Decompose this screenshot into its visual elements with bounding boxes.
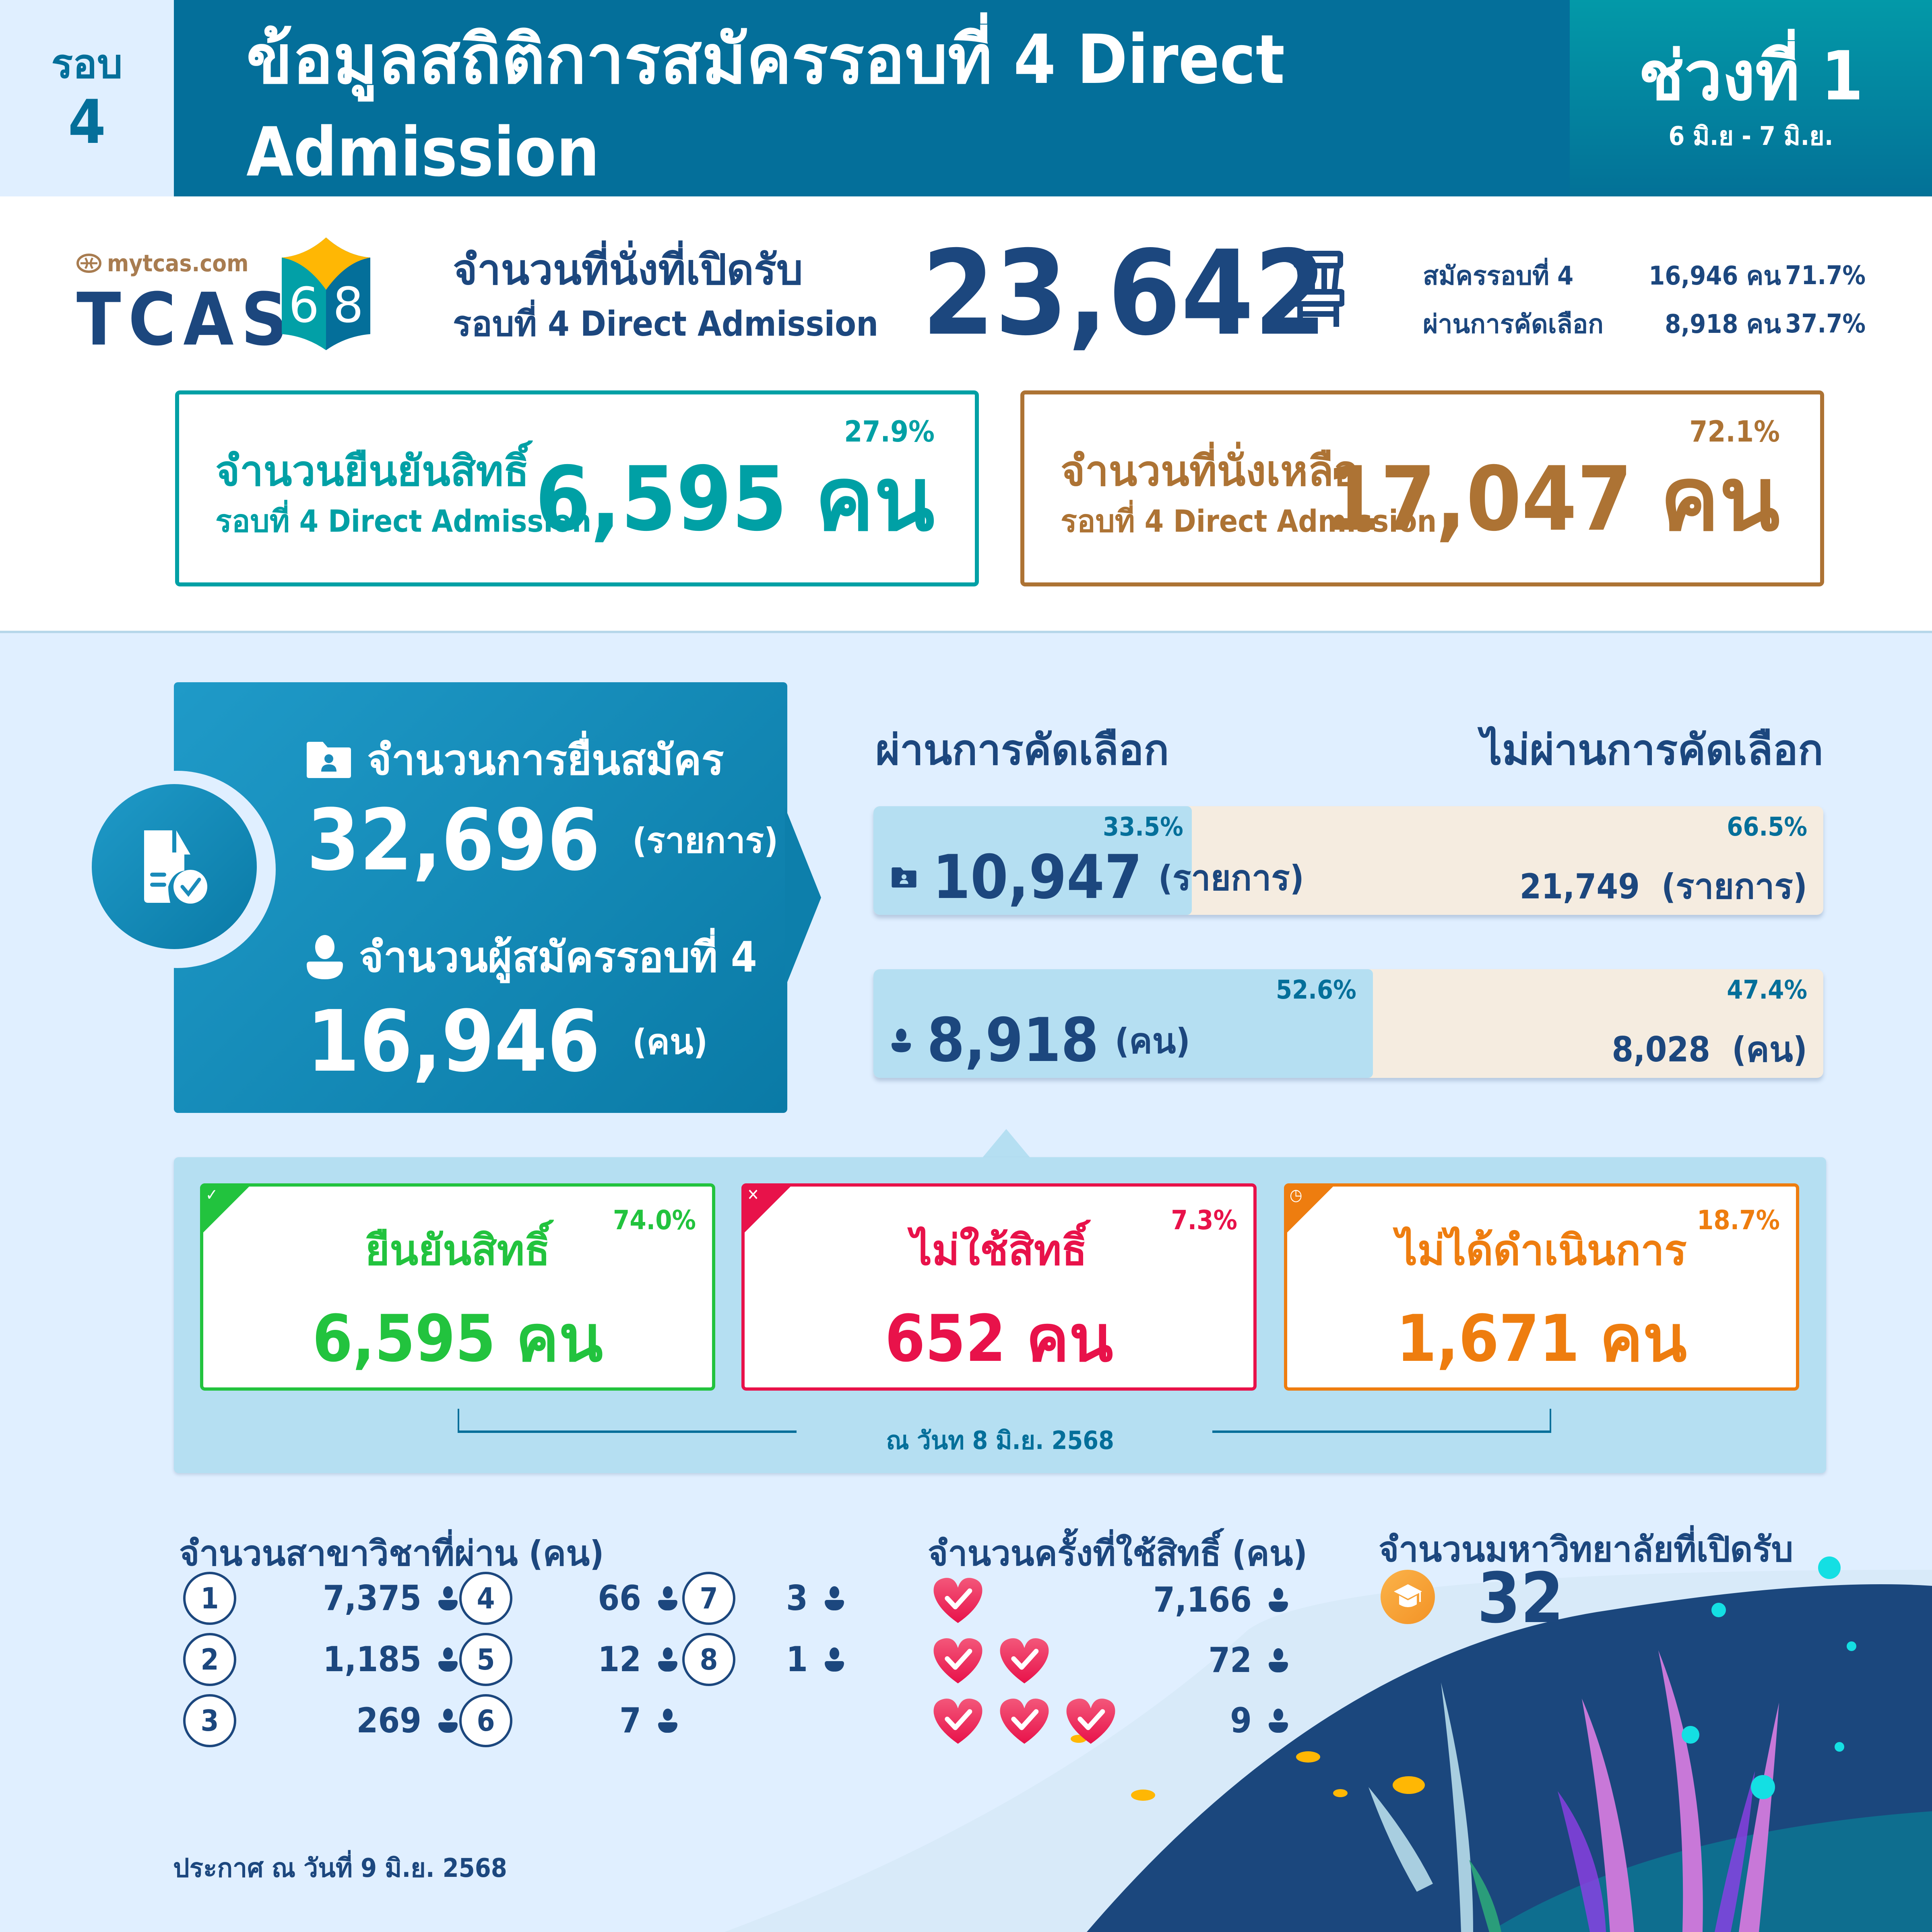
panel-notch bbox=[982, 1129, 1030, 1158]
list-item: 72 bbox=[930, 1636, 1288, 1684]
round-number: 4 bbox=[68, 87, 106, 157]
result-card-declined: ✕ ไม่ใช้สิทธิ์ 7.3% 652 คน bbox=[741, 1183, 1257, 1391]
fail-header: ไม่ผ่านการคัดเลือก bbox=[1481, 725, 1823, 774]
list-item: 5 12 bbox=[459, 1633, 677, 1686]
person-icon bbox=[1269, 1588, 1288, 1612]
person-icon bbox=[1269, 1648, 1288, 1672]
heart-check-icon bbox=[996, 1636, 1053, 1684]
submissions-value: 32,696 bbox=[307, 791, 601, 890]
x-icon: ✕ bbox=[747, 1186, 760, 1204]
bracket-right bbox=[1212, 1409, 1551, 1433]
list-item: 4 66 bbox=[459, 1572, 677, 1625]
person-icon bbox=[892, 1028, 911, 1053]
list-item: 1 7,375 bbox=[183, 1572, 458, 1625]
submissions-pass-fail-bar: 33.5% 66.5% 10,947 (รายการ) 21,749 (รายก… bbox=[873, 806, 1823, 915]
seats-total: 23,642 bbox=[922, 226, 1327, 361]
clock-icon: ◷ bbox=[1290, 1186, 1302, 1204]
heart-check-icon bbox=[1063, 1697, 1119, 1745]
document-check-icon bbox=[144, 830, 207, 904]
person-icon bbox=[658, 1586, 677, 1610]
round-badge: รอบ 4 bbox=[0, 0, 174, 196]
universities-title: จำนวนมหาวิทยาลัยที่เปิดรับ bbox=[1379, 1530, 1794, 1570]
applicants-pass-fail-bar: 52.6% 47.4% 8,918 (คน) 8,028 (คน) bbox=[873, 969, 1823, 1078]
pass-segment bbox=[873, 806, 1192, 915]
result-card-confirmed: ✓ ยืนยันสิทธิ์ 74.0% 6,595 คน bbox=[200, 1183, 715, 1391]
tcas-logo: mytcas.com TCAS 6 8 bbox=[76, 237, 378, 362]
svg-text:8: 8 bbox=[333, 278, 363, 334]
phase-label: ช่วงที่ 1 bbox=[1638, 37, 1864, 116]
person-icon bbox=[438, 1647, 458, 1672]
person-icon bbox=[438, 1709, 458, 1733]
person-icon bbox=[658, 1709, 677, 1733]
applicants-value: 16,946 bbox=[307, 992, 601, 1091]
graduation-cap-icon bbox=[1393, 1584, 1422, 1607]
check-icon: ✓ bbox=[206, 1186, 218, 1204]
svg-text:6: 6 bbox=[289, 278, 319, 334]
remaining-value: 17,047 คน bbox=[1325, 448, 1780, 551]
list-item: 9 bbox=[930, 1697, 1288, 1745]
heart-check-icon bbox=[930, 1636, 986, 1684]
announcement-date: ประกาศ ณ วันที่ 9 มิ.ย. 2568 bbox=[173, 1854, 507, 1883]
pass-header: ผ่านการคัดเลือก bbox=[875, 725, 1169, 774]
seat-stats: สมัครรอบที่ 4 16,946 คน 71.7% ผ่านการคัด… bbox=[1423, 252, 1866, 348]
phase-dates: 6 มิ.ย - 7 มิ.ย. bbox=[1668, 122, 1833, 151]
results-panel: ✓ ยืนยันสิทธิ์ 74.0% 6,595 คน ✕ ไม่ใช้สิ… bbox=[174, 1157, 1826, 1473]
stat-row-passed: ผ่านการคัดเลือก 8,918 คน 37.7% bbox=[1423, 309, 1866, 339]
folder-user-icon bbox=[307, 741, 351, 778]
folder-user-icon bbox=[892, 867, 916, 888]
majors-title: จำนวนสาขาวิชาที่ผ่าน (คน) bbox=[179, 1534, 604, 1574]
heart-check-icon bbox=[930, 1697, 986, 1745]
remaining-seats-box: จำนวนที่นั่งเหลือ รอบที่ 4 Direct Admiss… bbox=[1020, 390, 1824, 586]
brand-text: TCAS bbox=[76, 278, 295, 362]
stat-row-applied: สมัครรอบที่ 4 16,946 คน 71.7% bbox=[1423, 261, 1866, 291]
confirmed-summary-box: จำนวนยืนยันสิทธิ์ รอบที่ 4 Direct Admiss… bbox=[175, 390, 979, 586]
seats-label: จำนวนที่นั่งที่เปิดรับ รอบที่ 4 Direct A… bbox=[453, 245, 879, 344]
heart-check-icon bbox=[930, 1576, 986, 1624]
person-icon bbox=[307, 935, 343, 979]
mytcas-emblem-icon bbox=[76, 254, 101, 273]
confirmed-value: 6,595 คน bbox=[535, 448, 935, 551]
heart-check-icon bbox=[996, 1697, 1053, 1745]
site-name: mytcas.com bbox=[76, 250, 249, 277]
arrow-pointer bbox=[785, 807, 821, 988]
sea-decoration bbox=[724, 1556, 1932, 1932]
universities-count: 32 bbox=[1477, 1558, 1564, 1639]
bracket-left bbox=[458, 1409, 797, 1433]
pass-segment bbox=[873, 969, 1373, 1078]
person-icon bbox=[1269, 1709, 1288, 1733]
chair-icon bbox=[1292, 251, 1344, 327]
applications-card: จำนวนการยื่นสมัคร 32,696 (รายการ) จำนวนผ… bbox=[174, 682, 787, 1113]
remaining-pct: 72.1% bbox=[1689, 415, 1780, 448]
page-title: ข้อมูลสถิติการสมัครรอบที่ 4 Direct Admis… bbox=[174, 0, 1570, 196]
confirmed-pct: 27.9% bbox=[844, 415, 935, 448]
as-of-date: ณ วันท 8 มิ.ย. 2568 bbox=[886, 1426, 1114, 1455]
document-check-badge bbox=[92, 784, 257, 949]
list-item: 7,166 bbox=[930, 1576, 1288, 1624]
graduation-cap-badge bbox=[1381, 1570, 1435, 1624]
result-card-no-action: ◷ ไม่ได้ดำเนินการ 18.7% 1,671 คน bbox=[1284, 1183, 1799, 1391]
book-68-icon: 6 8 bbox=[282, 237, 370, 350]
person-icon bbox=[658, 1647, 677, 1672]
list-item: 3 269 bbox=[183, 1694, 458, 1747]
round-label: รอบ bbox=[51, 40, 123, 87]
phase-badge: ช่วงที่ 1 6 มิ.ย - 7 มิ.ย. bbox=[1570, 0, 1932, 196]
usage-title: จำนวนครั้งที่ใช้สิทธิ์ (คน) bbox=[928, 1534, 1307, 1574]
list-item: 2 1,185 bbox=[183, 1633, 458, 1686]
person-icon bbox=[825, 1647, 844, 1672]
person-icon bbox=[438, 1586, 458, 1610]
person-icon bbox=[825, 1586, 844, 1610]
